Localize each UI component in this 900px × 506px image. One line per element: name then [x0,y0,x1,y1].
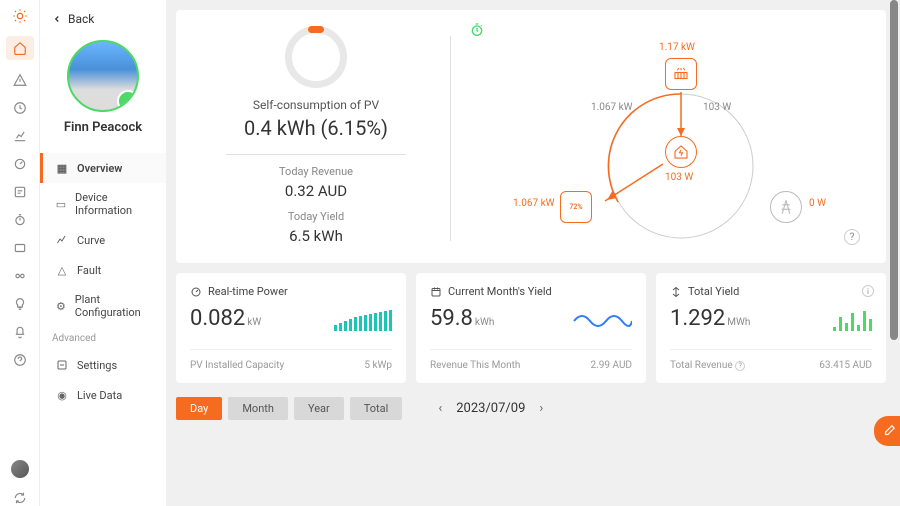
today-rev-value: 0.32 AUD [196,182,436,200]
link-icon[interactable] [12,268,28,284]
total-icon [670,286,682,298]
alert-icon[interactable] [12,72,28,88]
curve-icon [55,233,69,247]
profile: Finn Peacock [40,30,166,145]
gauge-icon [190,286,202,298]
menu-fault[interactable]: △Fault [40,255,166,285]
sc-value: 0.4 kWh (6.15%) [196,116,436,140]
edit-fab[interactable] [874,416,900,446]
device-icon[interactable] [12,240,28,256]
today-yield-value: 6.5 kWh [196,227,436,245]
pv-bat-value: 1.067 kW [591,102,633,113]
fault-icon: △ [55,263,69,277]
tab-month[interactable]: Month [228,397,288,420]
realtime-value: 0.082 [190,306,245,331]
gear-icon: ⚙ [55,299,67,313]
pv-node [665,58,697,90]
realtime-bars [334,309,392,331]
info-icon[interactable]: i [862,285,874,297]
device-icon: ▭ [55,197,67,211]
user-avatar[interactable] [11,460,29,478]
grid-icon: ▦ [55,161,69,175]
calendar-icon [430,286,442,298]
icon-sidebar [0,0,40,506]
bell-icon[interactable] [12,324,28,340]
tab-day[interactable]: Day [176,397,222,420]
help-icon[interactable] [12,352,28,368]
tab-total[interactable]: Total [350,397,403,420]
overview-card: Self-consumption of PV 0.4 kWh (6.15%) T… [176,10,886,263]
bulb-icon[interactable] [12,296,28,312]
battery-node: 72% [560,191,592,223]
home-icon[interactable] [6,36,34,60]
menu-settings[interactable]: Settings [40,350,166,380]
battery-value: 1.067 kW [513,198,555,209]
energy-flow: 72% 1.17 kW 103 W 1.067 kW 103 W 1.067 k… [465,26,866,251]
menu-live-data[interactable]: ◉Live Data [40,380,166,410]
today-yield-label: Today Yield [196,210,436,223]
energy-diagram: 72% 1.17 kW 103 W 1.067 kW 103 W 1.067 k… [515,36,845,236]
pv-home-value: 103 W [703,102,731,113]
month-card: Current Month's Yield 59.8kWh Revenue Th… [416,273,646,383]
nav-menu: ▦Overview ▭Device Information Curve △Fau… [40,153,166,410]
refresh-icon[interactable] [12,490,28,506]
home-value: 103 W [665,172,693,183]
tab-year[interactable]: Year [294,397,344,420]
scrollbar[interactable] [890,0,898,340]
self-consumption-ring [285,26,347,88]
grid-value: 0 W [809,198,826,209]
today-rev-label: Today Revenue [196,165,436,178]
menu-overview[interactable]: ▦Overview [40,153,166,183]
help-icon[interactable]: ? [844,229,860,245]
period-tabs: Day Month Year Total ‹ 2023/07/09 › [176,397,886,420]
profile-pic[interactable] [67,40,139,112]
menu-device-info[interactable]: ▭Device Information [40,183,166,225]
chart-icon[interactable] [12,128,28,144]
nav-sidebar: Back Finn Peacock ▦Overview ▭Device Info… [40,0,166,506]
back-button[interactable]: Back [40,8,166,30]
gauge-icon[interactable] [12,156,28,172]
settings-icon [55,358,69,372]
stats-row: Real-time Power 0.082kW PV Installed Cap… [176,273,886,383]
total-card: i Total Yield 1.292MWh Total Revenue ?63… [656,273,886,383]
total-value: 1.292 [670,306,725,331]
next-date[interactable]: › [539,401,543,416]
profile-name: Finn Peacock [40,120,166,135]
advanced-section: Advanced [40,327,166,350]
sc-label: Self-consumption of PV [196,98,436,112]
clock-icon[interactable] [12,100,28,116]
month-value: 59.8 [430,306,473,331]
live-icon: ◉ [55,388,69,402]
menu-plant-config[interactable]: ⚙Plant Configuration [40,285,166,327]
wave-icon [572,311,632,331]
grid-node [770,191,802,223]
sun-icon[interactable] [12,8,28,24]
main-content: Self-consumption of PV 0.4 kWh (6.15%) T… [166,0,900,506]
menu-curve[interactable]: Curve [40,225,166,255]
stopwatch-icon [469,22,485,38]
pv-value: 1.17 kW [659,42,695,53]
timer-icon[interactable] [12,212,28,228]
total-bars [833,309,872,331]
realtime-card: Real-time Power 0.082kW PV Installed Cap… [176,273,406,383]
back-label: Back [68,12,94,26]
overview-stats: Self-consumption of PV 0.4 kWh (6.15%) T… [196,26,436,251]
home-node [665,136,697,168]
date-display[interactable]: 2023/07/09 [456,401,525,416]
report-icon[interactable] [12,184,28,200]
date-nav: ‹ 2023/07/09 › [438,401,543,416]
prev-date[interactable]: ‹ [438,401,442,416]
